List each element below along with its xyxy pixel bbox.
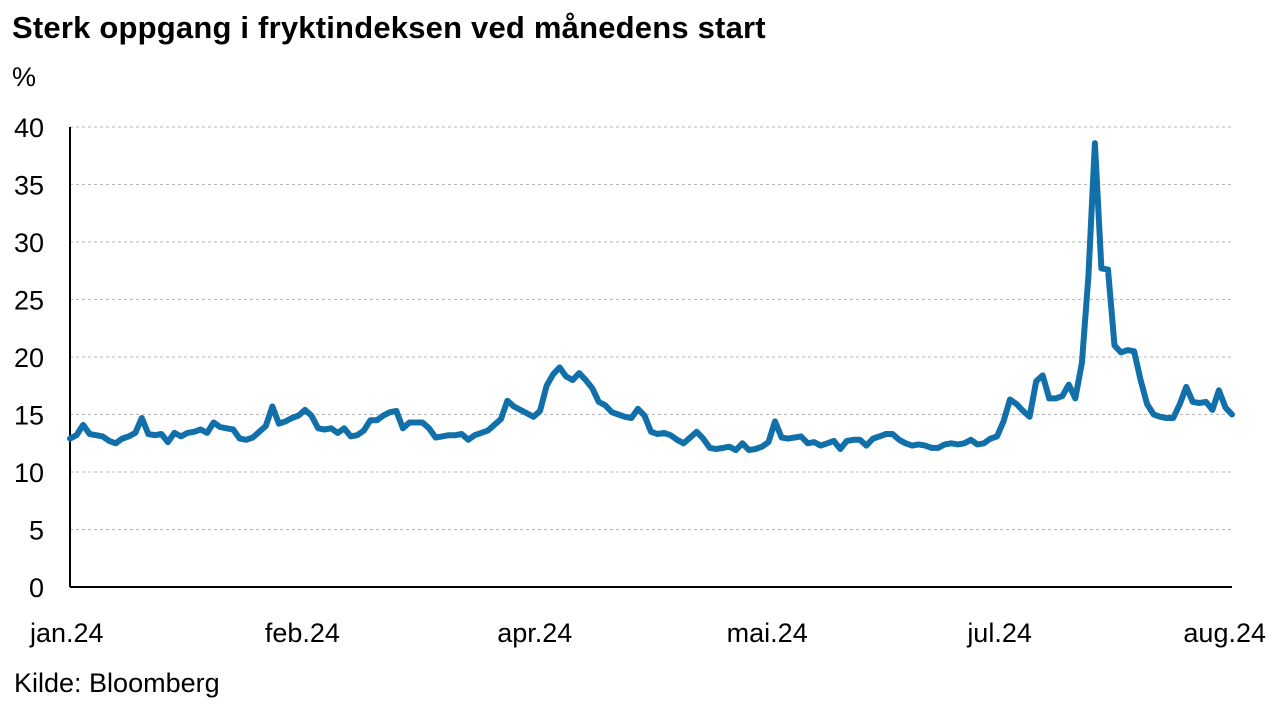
x-axis-ticks: jan.24 feb.24 apr.24 mai.24 jul.24 aug.24: [29, 618, 1266, 648]
series-line: [67, 140, 1235, 454]
y-tick-label: 5: [29, 516, 44, 546]
y-axis-unit-label: %: [12, 62, 37, 92]
y-tick-label: 20: [14, 343, 44, 373]
y-tick-label: 35: [14, 171, 44, 201]
x-tick-label: mai.24: [727, 618, 808, 648]
x-tick-label: feb.24: [265, 618, 340, 648]
y-tick-label: 30: [14, 228, 44, 258]
chart-title: Sterk oppgang i fryktindeksen ved månede…: [12, 10, 766, 45]
y-tick-label: 15: [14, 401, 44, 431]
x-tick-label: jan.24: [29, 618, 104, 648]
y-tick-label: 10: [14, 458, 44, 488]
x-tick-label: jul.24: [966, 618, 1032, 648]
y-tick-label: 40: [14, 113, 44, 143]
source-note: Kilde: Bloomberg: [14, 668, 220, 698]
gridlines: [70, 126, 1232, 530]
x-tick-label: aug.24: [1183, 618, 1266, 648]
y-tick-label: 25: [14, 286, 44, 316]
y-tick-label: 0: [29, 573, 44, 603]
y-axis-ticks: 0 5 10 15 20 25 30 35 40: [14, 113, 44, 603]
x-tick-label: apr.24: [497, 618, 572, 648]
